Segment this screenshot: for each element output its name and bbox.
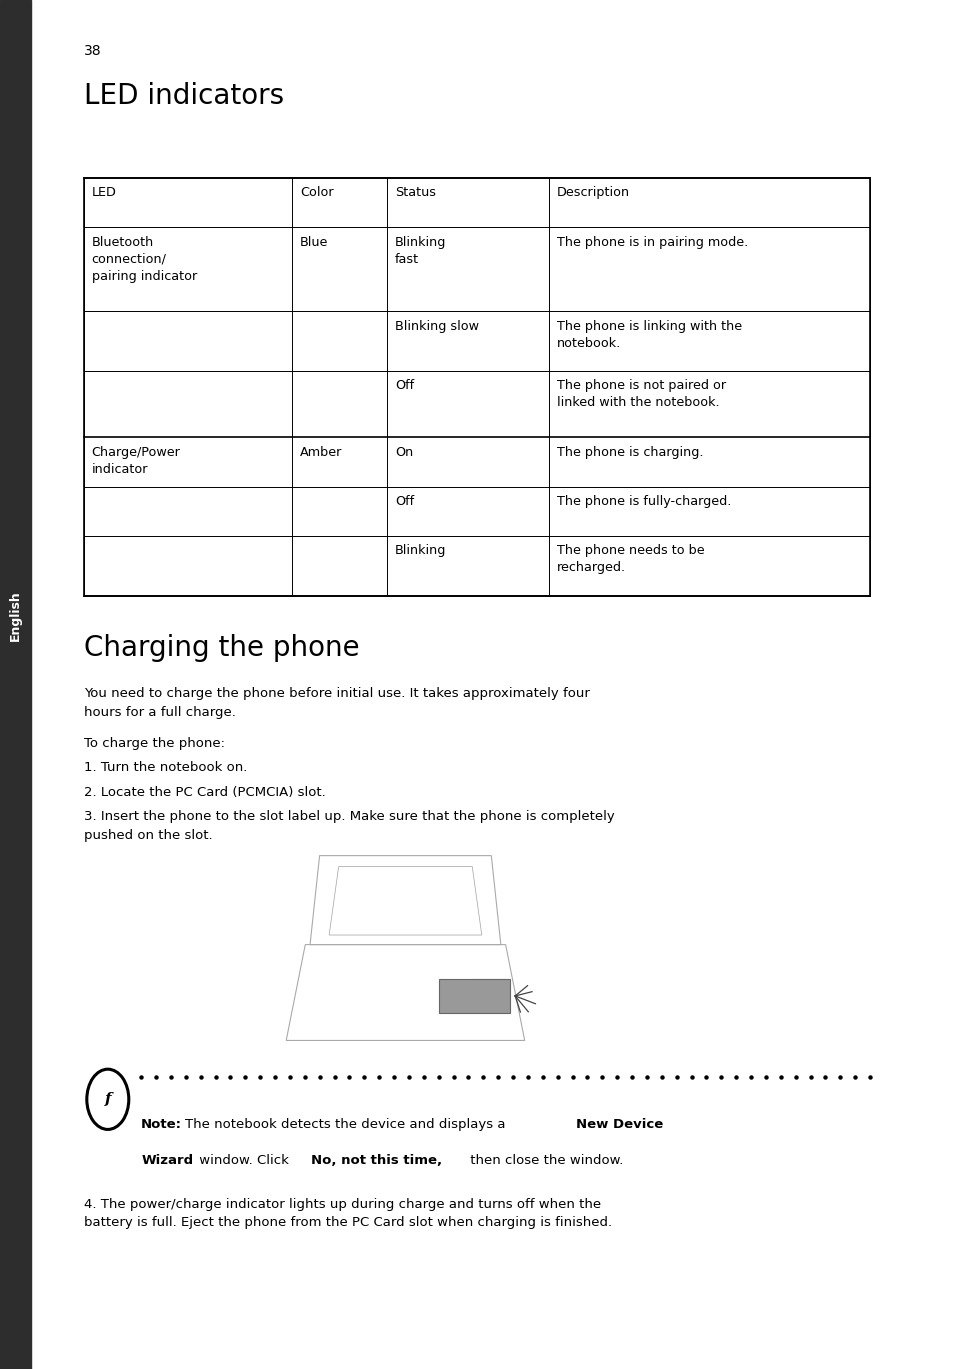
Text: The phone is fully-charged.: The phone is fully-charged. [557,496,731,508]
Text: The phone is not paired or
linked with the notebook.: The phone is not paired or linked with t… [557,379,725,409]
Text: 2. Locate the PC Card (PCMCIA) slot.: 2. Locate the PC Card (PCMCIA) slot. [84,786,325,798]
Text: Blinking slow: Blinking slow [395,319,478,333]
Text: The notebook detects the device and displays a: The notebook detects the device and disp… [185,1118,509,1131]
Text: then close the window.: then close the window. [465,1154,622,1166]
Bar [0,0,30,1369]
Text: LED: LED [91,186,116,199]
Text: f: f [105,1092,111,1106]
Text: The phone is linking with the
notebook.: The phone is linking with the notebook. [557,319,741,349]
Text: 3. Insert the phone to the slot label up. Make sure that the phone is completely: 3. Insert the phone to the slot label up… [84,810,614,842]
Text: 1. Turn the notebook on.: 1. Turn the notebook on. [84,761,247,773]
Text: Blinking: Blinking [395,545,446,557]
Text: Off: Off [395,379,414,392]
Text: Note:: Note: [141,1118,182,1131]
Text: Description: Description [557,186,629,199]
Bar [438,979,510,1013]
Text: English: English [9,590,22,642]
Text: Status: Status [395,186,436,199]
Text: The phone needs to be
recharged.: The phone needs to be recharged. [557,545,704,575]
Text: On: On [395,445,413,459]
Text: window. Click: window. Click [194,1154,293,1166]
Text: Blinking
fast: Blinking fast [395,235,446,266]
Text: Bluetooth
connection/
pairing indicator: Bluetooth connection/ pairing indicator [91,235,196,282]
Text: Charge/Power
indicator: Charge/Power indicator [91,445,180,475]
Text: Blue: Blue [299,235,328,249]
Text: The phone is charging.: The phone is charging. [557,445,702,459]
Text: You need to charge the phone before initial use. It takes approximately four
hou: You need to charge the phone before init… [84,687,589,719]
Text: Color: Color [299,186,334,199]
Text: New Device: New Device [576,1118,662,1131]
Text: Amber: Amber [299,445,342,459]
Text: The phone is in pairing mode.: The phone is in pairing mode. [557,235,747,249]
Text: Charging the phone: Charging the phone [84,634,359,661]
Text: 38: 38 [84,44,101,57]
Text: LED indicators: LED indicators [84,82,284,110]
Text: No, not this time,: No, not this time, [311,1154,441,1166]
Bar [84,178,869,596]
Text: Wizard: Wizard [141,1154,193,1166]
Text: 4. The power/charge indicator lights up during charge and turns off when the
bat: 4. The power/charge indicator lights up … [84,1198,612,1229]
Text: Off: Off [395,496,414,508]
Text: To charge the phone:: To charge the phone: [84,737,225,749]
